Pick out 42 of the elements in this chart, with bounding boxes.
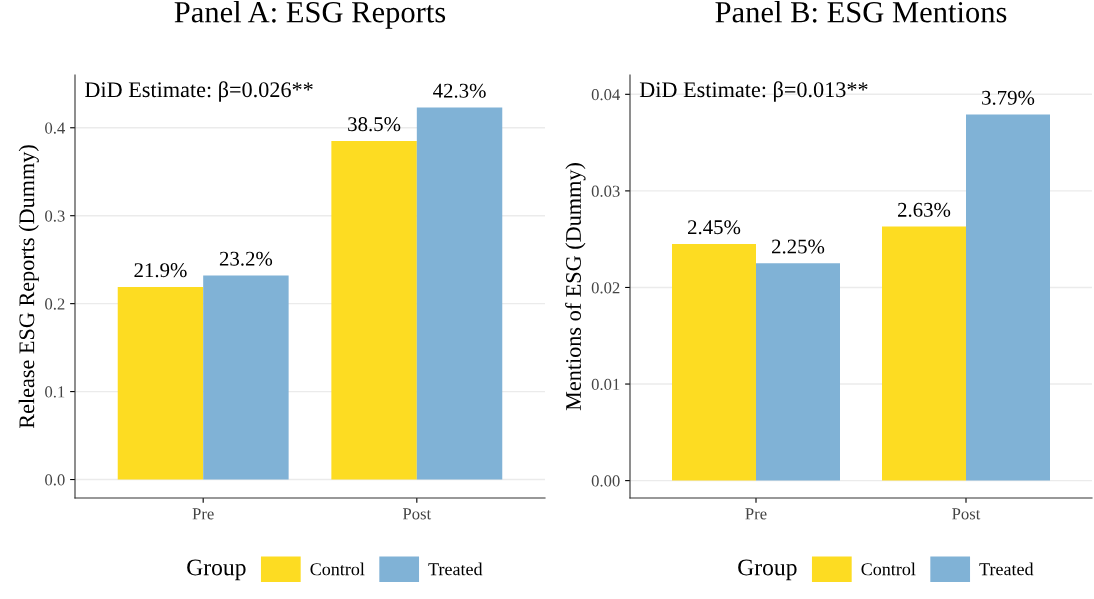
y-axis-title: Release ESG Reports (Dummy) bbox=[18, 145, 39, 429]
data-label: 38.5% bbox=[348, 117, 401, 132]
bar bbox=[966, 114, 1050, 481]
y-tick-label: 0.02 bbox=[591, 282, 620, 294]
chart-title: Panel A: ESG Reports bbox=[174, 1, 446, 29]
bar bbox=[672, 244, 756, 481]
x-tick-label: Pre bbox=[192, 508, 214, 520]
legend-label: Control bbox=[310, 562, 365, 576]
y-tick-label: 0.0 bbox=[45, 474, 65, 486]
data-label: 3.79% bbox=[982, 90, 1035, 105]
y-tick-label: 0.01 bbox=[591, 378, 620, 391]
y-tick-label: 0.1 bbox=[45, 386, 65, 398]
legend-label: Treated bbox=[979, 562, 1034, 576]
legend-title: Group bbox=[738, 559, 797, 581]
bar bbox=[416, 107, 503, 480]
data-label: 42.3% bbox=[433, 83, 486, 98]
y-tick-label: 0.04 bbox=[591, 89, 621, 101]
y-tick-label: 0.2 bbox=[45, 298, 65, 310]
bar bbox=[203, 275, 289, 480]
data-label: 2.25% bbox=[772, 239, 825, 254]
data-label: 21.9% bbox=[134, 263, 187, 278]
data-label: 2.45% bbox=[688, 220, 741, 235]
y-axis-title: Mentions of ESG (Dummy) bbox=[565, 163, 586, 411]
bar bbox=[756, 263, 840, 481]
legend-label: Control bbox=[861, 562, 916, 576]
data-label: 23.2% bbox=[219, 251, 273, 266]
data-label: 2.63% bbox=[898, 202, 951, 217]
y-tick-label: 0.00 bbox=[591, 475, 620, 487]
bar bbox=[117, 286, 204, 480]
annotation: DiD Estimate: β=0.026** bbox=[85, 81, 313, 102]
legend-label: Treated bbox=[428, 562, 483, 576]
bar bbox=[331, 140, 417, 480]
y-tick-label: 0.3 bbox=[45, 210, 65, 222]
annotation: DiD Estimate: β=0.013** bbox=[639, 81, 868, 102]
chart-title: Panel B: ESG Mentions bbox=[715, 1, 1007, 23]
x-tick-label: Post bbox=[952, 508, 981, 520]
x-tick-label: Post bbox=[402, 508, 432, 520]
x-tick-label: Pre bbox=[745, 508, 767, 520]
y-tick-label: 0.4 bbox=[45, 122, 66, 134]
y-tick-label: 0.03 bbox=[591, 185, 620, 197]
legend-title: Group bbox=[187, 559, 246, 581]
bar bbox=[882, 226, 966, 481]
